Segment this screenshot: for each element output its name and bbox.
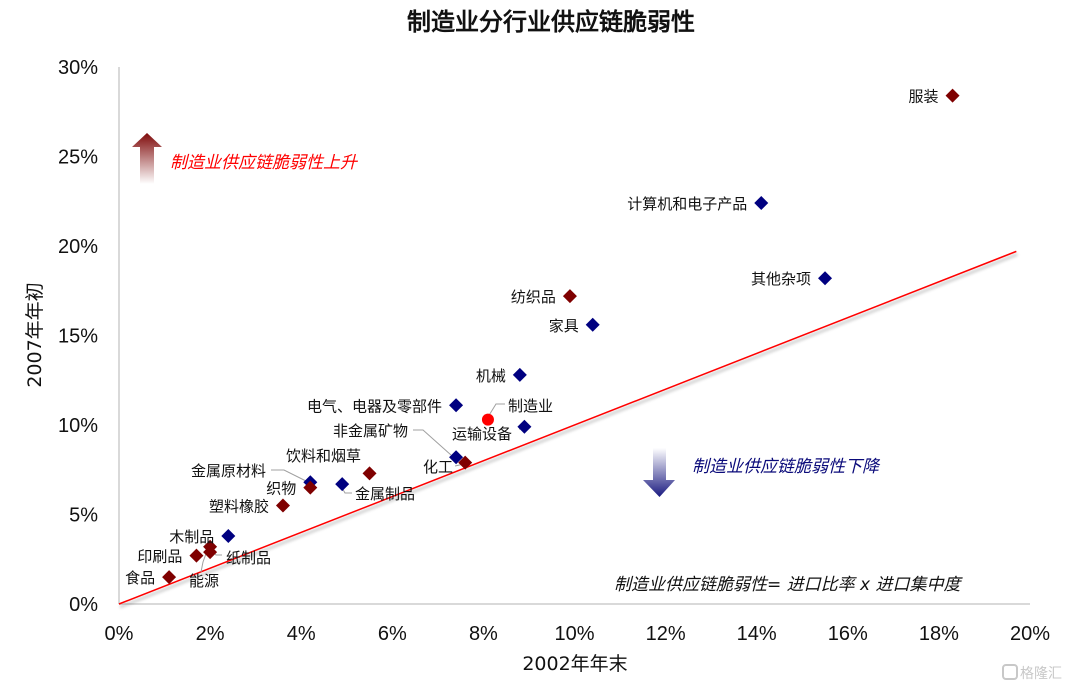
point-label: 纺织品 (511, 288, 556, 306)
point-label: 家具 (549, 317, 579, 335)
x-tick-label: 14% (737, 623, 777, 645)
data-point-blue (449, 398, 464, 413)
y-tick-label: 0% (69, 594, 98, 616)
leader-line (200, 550, 208, 573)
point-label: 印刷品 (137, 548, 182, 566)
point-label: 食品 (125, 569, 155, 587)
data-point-red (162, 570, 177, 585)
point-label: 其他杂项 (751, 270, 811, 288)
leader-line (487, 403, 505, 418)
data-points (162, 88, 960, 585)
watermark: 格隆汇 (1002, 664, 1062, 682)
y-tick-label: 15% (58, 326, 98, 348)
x-tick-label: 16% (828, 623, 868, 645)
point-label: 运输设备 (452, 425, 512, 443)
data-point-red (458, 455, 473, 470)
point-label: 金属制品 (355, 485, 415, 503)
data-point-blue (512, 367, 527, 382)
y-tick-label: 25% (58, 147, 98, 169)
data-point-blue (585, 317, 600, 332)
x-tick-label: 2% (196, 623, 225, 645)
data-point-blue (449, 450, 464, 465)
data-point-aggregate (481, 413, 494, 426)
y-tick-label: 10% (58, 415, 98, 437)
leader-line (271, 469, 309, 483)
x-tick-labels: 0% 2% 4% 6% 8% 10% 12% 14% 16% 18% 20% (105, 623, 1051, 645)
reference-line-y-equals-x (118, 250, 1017, 605)
x-tick-label: 6% (378, 623, 407, 645)
y-tick-label: 30% (58, 57, 98, 79)
leader-line (413, 429, 452, 456)
x-axis-title: 2002年年末 (522, 653, 627, 675)
formula-text: 制造业供应链脆弱性= 进口比率 x 进口集中度 (614, 575, 964, 595)
point-label: 电气、电器及零部件 (307, 397, 442, 415)
rise-annotation-text: 制造业供应链脆弱性上升 (170, 153, 359, 173)
point-label: 制造业 (508, 397, 553, 415)
y-tick-label: 20% (58, 236, 98, 258)
point-label: 饮料和烟草 (286, 447, 361, 465)
point-label: 织物 (266, 480, 296, 498)
data-point-red (562, 289, 577, 304)
data-point-blue (754, 196, 769, 211)
watermark-logo-icon (1002, 664, 1018, 680)
point-label: 服装 (909, 88, 939, 106)
y-tick-label: 5% (69, 505, 98, 527)
arrow-up-icon (132, 133, 162, 184)
y-axis-title: 2007年年初 (24, 282, 46, 387)
x-tick-label: 18% (919, 623, 959, 645)
point-label: 计算机和电子产品 (627, 195, 747, 213)
data-point-red (203, 545, 218, 560)
data-point-blue (335, 477, 350, 492)
y-tick-labels: 0% 5% 10% 15% 20% 25% 30% (58, 57, 98, 616)
point-label: 机械 (476, 367, 506, 385)
data-point-red (303, 480, 318, 495)
chart-title: 制造业分行业供应链脆弱性 (407, 8, 695, 36)
x-tick-label: 4% (287, 623, 316, 645)
x-tick-label: 10% (554, 623, 594, 645)
x-tick-label: 8% (469, 623, 498, 645)
data-point-red (945, 88, 960, 103)
leader-lines (200, 403, 524, 573)
point-label: 化工 (423, 458, 453, 476)
fall-annotation: 制造业供应链脆弱性下降 (643, 448, 881, 497)
data-point-blue (517, 419, 532, 434)
point-label: 能源 (189, 572, 219, 590)
data-point-blue (818, 271, 833, 286)
point-label: 非金属矿物 (333, 422, 408, 440)
point-label: 金属原材料 (191, 462, 266, 480)
x-tick-label: 12% (646, 623, 686, 645)
point-label: 纸制品 (226, 549, 271, 567)
data-point-red (189, 548, 204, 563)
point-label: 塑料橡胶 (209, 498, 269, 516)
arrow-down-icon (643, 448, 675, 497)
data-point-red (362, 466, 377, 481)
x-tick-label: 0% (105, 623, 134, 645)
point-label: 木制品 (169, 528, 214, 546)
watermark-text: 格隆汇 (1020, 666, 1062, 682)
fall-annotation-text: 制造业供应链脆弱性下降 (692, 457, 881, 477)
data-point-blue (221, 528, 236, 543)
data-point-red (275, 498, 290, 513)
rise-annotation: 制造业供应链脆弱性上升 (132, 133, 359, 184)
x-tick-label: 20% (1010, 623, 1050, 645)
